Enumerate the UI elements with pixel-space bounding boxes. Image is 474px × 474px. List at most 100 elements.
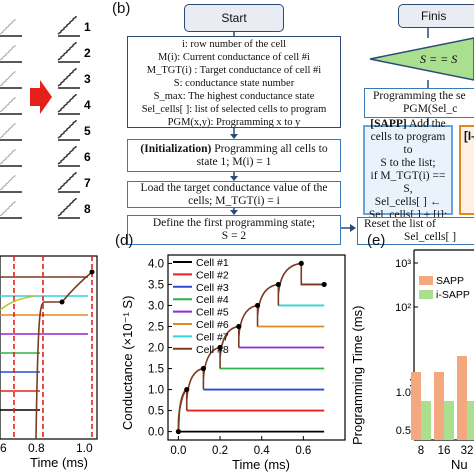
define-state-box: Define the first programming state; S = … [127, 215, 341, 245]
pulse-glyph-left [0, 201, 16, 217]
chart-d-point [236, 323, 242, 330]
chart-d-ytick-label: 1.5 [148, 364, 164, 376]
load-line2: cells; M_TGT(i) = i [188, 194, 280, 207]
definition-line: i: row number of the cell [181, 39, 287, 50]
chart-c-frame [0, 255, 98, 440]
reset-line2: Sel_cells[ ] [404, 231, 457, 243]
chart-d-ytick-label: 2.5 [148, 321, 164, 333]
sapp-line-3: if M_TGT(i) == S, [370, 170, 446, 195]
pulse-glyph-right [57, 146, 77, 165]
init-line2: state 1; M(i) = 1 [196, 155, 272, 168]
sapp-line-4: Sel_cells[ ] ← [374, 196, 442, 208]
decision-diamond [369, 37, 474, 81]
pulse-column-left [0, 19, 22, 219]
program-line2: PGM(Sel_c [403, 103, 458, 115]
pulse-glyph-right [57, 68, 77, 87]
state-label: 6 [84, 150, 91, 164]
chart-d-ytick-label: 0.5 [148, 406, 164, 418]
pulse-glyph-right [57, 172, 77, 191]
chart-e-ylabel: Programming Time (ms) [350, 305, 365, 445]
pulse-glyph-left [0, 71, 16, 87]
chart-d-point [217, 344, 223, 351]
chart-e-xtick-label: 32 [461, 445, 474, 457]
state-label: 8 [84, 202, 91, 216]
define-line2: S = 2 [221, 230, 247, 242]
chart-c-tick-2: 1.0 [76, 441, 93, 455]
chart-d-legend-label: Cell #3 [196, 282, 229, 294]
isapp-box: [I– [459, 125, 474, 215]
panel-label-d: (d) [115, 232, 134, 249]
pulse-glyph-left [0, 149, 16, 165]
chart-e-legend-label: i-SAPP [436, 289, 470, 301]
pulse-glyph-left [0, 123, 16, 139]
definition-line: PGM(x,y): Programming x to y [167, 117, 301, 128]
chart-d-point [254, 302, 261, 309]
chart-d-ytick-label: 3.5 [148, 279, 164, 291]
chart-d-legend-label: Cell #4 [196, 294, 229, 306]
chart-d-point [321, 281, 327, 288]
chart-d-xtick-label: 0.0 [170, 445, 186, 457]
chart-e-ytick-label: 10² [395, 302, 411, 314]
chart-d-legend-label: Cell #7 [196, 331, 229, 343]
start-node: Start [184, 4, 284, 32]
definition-line: M(i): Current conductance of cell #i [158, 52, 310, 63]
chart-e-ytick-label: 0.5 [396, 425, 411, 437]
pulse-glyph-left [0, 45, 16, 61]
pulse-glyph-right [57, 120, 77, 139]
pulse-column-right [57, 16, 80, 219]
flowchart-connectors [230, 24, 474, 232]
definitions-list: i: row number of the cell M(i): Current c… [127, 38, 341, 129]
chart-e-bar-isapp [467, 401, 474, 440]
chart-d-xlabel: Time (ms) [232, 457, 291, 472]
chart-d-xtick-label: 0.6 [295, 445, 311, 457]
definition-line: M_TGT(i) : Target conductance of cell #i [146, 65, 322, 76]
chart-c-marks [0, 255, 98, 440]
chart-c-tick-0: 6 [0, 441, 7, 455]
pulse-glyph-left [0, 175, 16, 191]
init-title: (Initialization) [140, 142, 212, 155]
decision-label: S = = S [420, 52, 458, 66]
chart-d-point [175, 428, 182, 435]
state-label: 5 [84, 124, 91, 138]
chart-e-xtick-label: 16 [438, 445, 451, 457]
chart-d-legend-label: Cell #2 [196, 269, 229, 281]
state-label: 3 [84, 72, 91, 86]
chart-d-ticks: 0.0 0.2 0.4 0.6 0.0 0.5 1.0 1.5 2.0 2.5 3.0 3.5 4.0 [148, 258, 311, 457]
chart-e-legend-label: SAPP [436, 275, 464, 287]
reset-list-box: Reset the list of Sel_cells[ ] [357, 217, 474, 245]
sapp-line-1: cells to program to [370, 131, 446, 156]
chart-e-bar-sapp [457, 356, 467, 440]
chart-d-ytick-label: 1.0 [148, 385, 164, 397]
chart-c-tick-1: 0.8 [28, 441, 45, 455]
sapp-line-0: Add the [408, 118, 446, 130]
chart-e-xtick-label: 8 [418, 445, 424, 457]
define-line1: Define the first programming state; [152, 217, 316, 229]
chart-c-point [59, 299, 65, 305]
chart-d-legend-label: Cell #6 [196, 319, 229, 331]
pulse-glyph-left [0, 97, 16, 113]
chart-c [0, 255, 98, 440]
chart-d-legend-label: Cell #8 [196, 344, 229, 356]
chart-d-point [275, 281, 281, 288]
chart-d-legend-label: Cell #1 [196, 257, 229, 269]
panel-label-e: (e) [367, 232, 386, 249]
chart-d-xtick-label: 0.2 [212, 445, 228, 457]
pulse-glyph-right [57, 94, 77, 113]
program-line1: Programming the se [373, 90, 466, 102]
panel-a-pulse-diagram [0, 16, 80, 219]
definition-line: S_max: The highest conductance state [153, 91, 315, 102]
reset-line1: Reset the list of [364, 218, 436, 230]
chart-d-point [200, 365, 206, 372]
state-label-group: 1 2 3 4 5 6 7 8 [0, 0, 100, 240]
pulse-glyph-left [0, 19, 16, 35]
definitions-box [127, 36, 341, 128]
initialization-box: (Initialization) Programming all cells t… [127, 139, 341, 172]
arrow-right-icon [30, 80, 52, 114]
state-label: 2 [84, 46, 91, 60]
chart-e-marks: 10³ 10² 1.0 0.5 8 16 32 SAPP i-SAPP [395, 249, 474, 457]
chart-d-ytick-label: 2.0 [148, 343, 164, 355]
program-selected-box: Programming the se PGM(Sel_c [364, 88, 474, 118]
